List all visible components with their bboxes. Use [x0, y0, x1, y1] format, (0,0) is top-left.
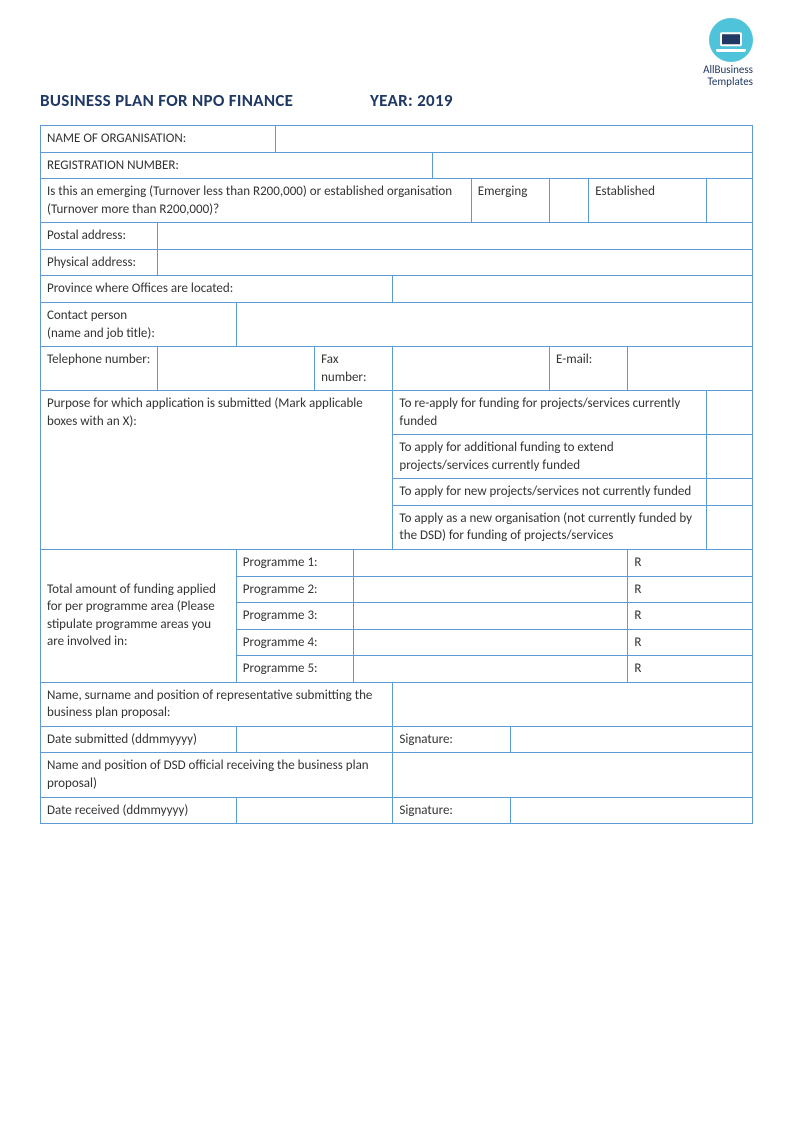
purpose-opt2-check[interactable]	[706, 435, 752, 479]
purpose-opt4: To apply as a new organisation (not curr…	[393, 505, 706, 549]
purpose-opt4-check[interactable]	[706, 505, 752, 549]
date-submitted-field[interactable]	[236, 726, 393, 753]
reg-no-label: REGISTRATION NUMBER:	[41, 152, 433, 179]
fax-label: Fax number:	[315, 347, 393, 391]
province-field[interactable]	[393, 276, 753, 303]
signature1-field[interactable]	[510, 726, 752, 753]
org-name-label: NAME OF ORGANISATION:	[41, 126, 276, 153]
date-submitted-label: Date submitted (ddmmyyyy)	[41, 726, 237, 753]
contact-label: Contact person (name and job title):	[41, 303, 237, 347]
prog2-label: Programme 2:	[236, 576, 353, 603]
date-received-field[interactable]	[236, 797, 393, 824]
rep-label: Name, surname and position of representa…	[41, 682, 393, 726]
logo-line1: AllBusiness	[703, 63, 753, 76]
prog5-r: R	[628, 656, 753, 683]
prog5-field[interactable]	[354, 656, 628, 683]
rep-field[interactable]	[393, 682, 753, 726]
form-table: NAME OF ORGANISATION: REGISTRATION NUMBE…	[40, 125, 753, 824]
prog5-label: Programme 5:	[236, 656, 353, 683]
postal-field[interactable]	[158, 223, 753, 250]
date-received-label: Date received (ddmmyyyy)	[41, 797, 237, 824]
logo-line2: Templates	[708, 75, 753, 88]
year-label: YEAR: 2019	[370, 90, 550, 111]
purpose-label: Purpose for which application is submitt…	[41, 391, 393, 550]
purpose-opt3-check[interactable]	[706, 479, 752, 506]
signature1-label: Signature:	[393, 726, 510, 753]
dsd-label: Name and position of DSD official receiv…	[41, 753, 393, 797]
prog4-label: Programme 4:	[236, 629, 353, 656]
page-title: BUSINESS PLAN FOR NPO FINANCE	[40, 90, 370, 111]
prog1-r: R	[628, 550, 753, 577]
dsd-field[interactable]	[393, 753, 753, 797]
contact-field[interactable]	[236, 303, 752, 347]
brand-logo: AllBusiness Templates	[40, 18, 753, 88]
signature2-field[interactable]	[510, 797, 752, 824]
physical-label: Physical address:	[41, 249, 158, 276]
email-field[interactable]	[628, 347, 753, 391]
province-label: Province where Offices are located:	[41, 276, 393, 303]
tel-label: Telephone number:	[41, 347, 158, 391]
emerging-question: Is this an emerging (Turnover less than …	[41, 179, 472, 223]
purpose-opt2: To apply for additional funding to exten…	[393, 435, 706, 479]
tel-field[interactable]	[158, 347, 315, 391]
reg-no-field[interactable]	[432, 152, 752, 179]
purpose-opt1-check[interactable]	[706, 391, 752, 435]
email-label: E-mail:	[550, 347, 628, 391]
prog3-r: R	[628, 603, 753, 630]
prog3-field[interactable]	[354, 603, 628, 630]
prog1-field[interactable]	[354, 550, 628, 577]
postal-label: Postal address:	[41, 223, 158, 250]
established-checkbox[interactable]	[706, 179, 752, 223]
fax-field[interactable]	[393, 347, 550, 391]
emerging-label: Emerging	[471, 179, 549, 223]
emerging-checkbox[interactable]	[550, 179, 589, 223]
prog2-r: R	[628, 576, 753, 603]
purpose-opt3: To apply for new projects/services not c…	[393, 479, 706, 506]
org-name-field[interactable]	[275, 126, 752, 153]
prog3-label: Programme 3:	[236, 603, 353, 630]
prog2-field[interactable]	[354, 576, 628, 603]
prog1-label: Programme 1:	[236, 550, 353, 577]
prog4-r: R	[628, 629, 753, 656]
total-label: Total amount of funding applied for per …	[41, 550, 237, 683]
prog4-field[interactable]	[354, 629, 628, 656]
signature2-label: Signature:	[393, 797, 510, 824]
purpose-opt1: To re-apply for funding for projects/ser…	[393, 391, 706, 435]
physical-field[interactable]	[158, 249, 753, 276]
established-label: Established	[589, 179, 706, 223]
